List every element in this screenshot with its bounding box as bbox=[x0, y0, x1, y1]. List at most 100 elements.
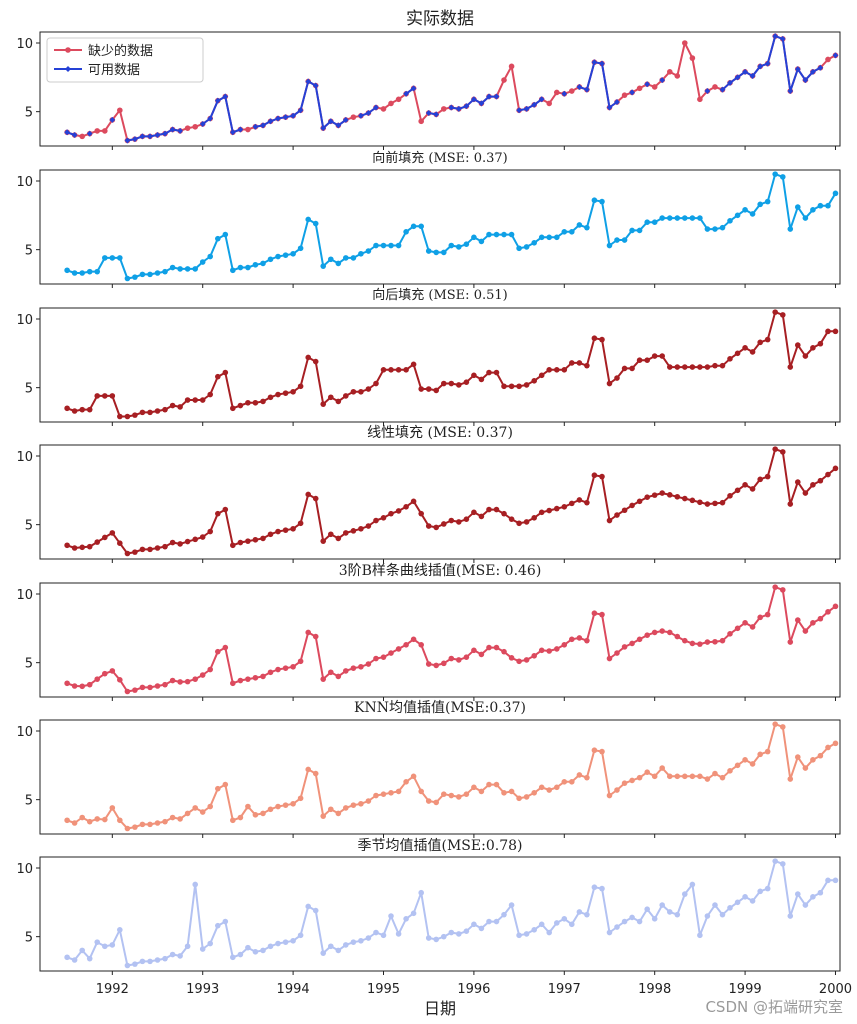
data-point bbox=[109, 530, 116, 536]
data-point bbox=[207, 115, 214, 122]
data-point bbox=[358, 800, 364, 807]
axes-frame bbox=[39, 856, 841, 972]
data-point bbox=[192, 536, 199, 543]
data-point bbox=[553, 646, 560, 652]
data-point bbox=[71, 545, 78, 551]
data-point bbox=[267, 118, 274, 125]
data-point bbox=[267, 256, 274, 263]
panel-title: 实际数据 bbox=[406, 9, 474, 29]
data-point bbox=[290, 663, 296, 670]
data-point bbox=[516, 107, 522, 114]
data-point bbox=[712, 902, 718, 908]
data-point bbox=[666, 492, 673, 498]
data-point bbox=[350, 939, 357, 945]
data-point bbox=[606, 655, 613, 662]
panel-2: 向前填充 (MSE: 0.37) 5 10 bbox=[16, 150, 841, 288]
data-point bbox=[282, 390, 289, 396]
data-point bbox=[674, 911, 681, 918]
data-point bbox=[147, 958, 153, 965]
data-point bbox=[825, 471, 831, 478]
data-point bbox=[779, 35, 786, 42]
data-point bbox=[787, 226, 794, 232]
data-point bbox=[727, 356, 733, 362]
data-point bbox=[486, 231, 492, 238]
data-point bbox=[742, 345, 748, 351]
data-point bbox=[463, 791, 470, 797]
data-point bbox=[681, 773, 688, 780]
data-point bbox=[425, 110, 432, 117]
panel-title: 线性填充 (MSE: 0.37) bbox=[367, 425, 513, 441]
data-point bbox=[124, 962, 131, 969]
data-point bbox=[388, 242, 394, 249]
data-point bbox=[651, 84, 658, 90]
data-point bbox=[644, 494, 650, 500]
data-point bbox=[471, 921, 477, 928]
data-point bbox=[787, 88, 794, 95]
data-point bbox=[245, 126, 251, 133]
data-point bbox=[403, 504, 409, 510]
data-point bbox=[433, 662, 440, 669]
data-point bbox=[614, 237, 620, 243]
data-point bbox=[749, 72, 756, 79]
y-tick-label: 10 bbox=[16, 313, 33, 328]
data-point bbox=[584, 362, 590, 369]
data-point bbox=[516, 520, 522, 527]
panel-title: 3阶B样条曲线插值(MSE: 0.46) bbox=[339, 562, 542, 579]
data-point bbox=[508, 902, 515, 908]
data-point bbox=[410, 636, 417, 643]
data-point bbox=[215, 648, 221, 655]
data-point bbox=[305, 766, 312, 773]
data-point bbox=[237, 677, 244, 684]
data-point bbox=[674, 73, 681, 79]
data-point bbox=[267, 669, 274, 676]
data-point bbox=[343, 805, 349, 811]
data-point bbox=[252, 261, 259, 268]
data-point bbox=[471, 96, 477, 103]
data-point bbox=[297, 107, 304, 114]
data-point bbox=[132, 961, 138, 967]
series-1 bbox=[64, 309, 839, 420]
data-point bbox=[169, 677, 176, 684]
data-point bbox=[734, 762, 741, 769]
data-point bbox=[222, 369, 229, 376]
data-point bbox=[312, 770, 319, 777]
data-point bbox=[335, 122, 342, 129]
data-point bbox=[425, 661, 432, 667]
data-point bbox=[71, 820, 78, 826]
y-tick-label: 10 bbox=[16, 588, 33, 603]
data-point bbox=[591, 610, 598, 617]
data-point bbox=[230, 542, 236, 549]
data-point bbox=[719, 774, 726, 781]
data-point bbox=[373, 929, 379, 936]
data-point bbox=[425, 523, 432, 529]
data-point bbox=[636, 85, 643, 92]
data-point bbox=[320, 813, 327, 819]
data-point bbox=[636, 357, 643, 363]
data-point bbox=[621, 780, 628, 786]
x-tick-label: 1998 bbox=[638, 982, 671, 997]
data-point bbox=[109, 393, 116, 399]
data-point bbox=[606, 242, 613, 249]
data-point bbox=[192, 881, 199, 888]
data-point bbox=[222, 644, 229, 651]
x-tick-label: 1995 bbox=[367, 982, 400, 997]
data-point bbox=[358, 525, 364, 532]
data-point bbox=[147, 409, 153, 416]
data-point bbox=[584, 911, 590, 918]
data-point bbox=[704, 501, 711, 507]
data-point bbox=[94, 816, 101, 822]
data-point bbox=[832, 52, 839, 59]
data-point bbox=[681, 637, 688, 644]
data-point bbox=[538, 647, 545, 654]
data-point bbox=[471, 372, 477, 379]
data-point bbox=[64, 405, 70, 412]
data-point bbox=[584, 499, 590, 506]
data-point bbox=[568, 921, 575, 928]
data-point bbox=[704, 776, 711, 782]
data-point bbox=[779, 587, 786, 593]
data-point bbox=[448, 655, 455, 662]
data-point bbox=[666, 909, 673, 915]
data-point bbox=[478, 238, 485, 245]
data-point bbox=[192, 266, 199, 272]
data-point bbox=[644, 769, 650, 775]
